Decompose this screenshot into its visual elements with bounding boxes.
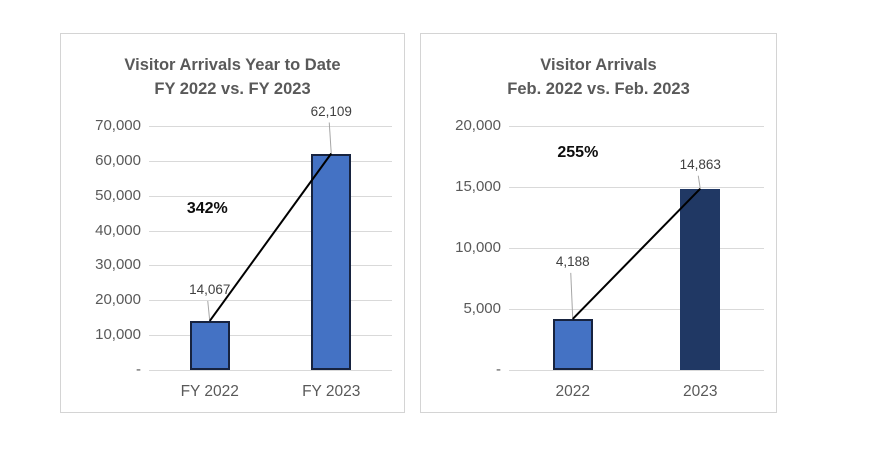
plot-area: 20,000 15,000 10,000 5,000 - 4,188 2022 14,863 2… [455,117,764,400]
y-tick-label: 70,000 [95,117,141,134]
chart-panel-ytd: Visitor Arrivals Year to Date FY 2022 vs… [60,33,405,413]
gridline [149,370,392,371]
y-tick-label: - [496,361,501,378]
gridline [149,230,392,232]
gridline [149,265,392,267]
gridline [509,370,764,371]
chart-overlay [207,122,333,322]
x-axis-label: 2023 [683,383,718,400]
percent-change-label: 342% [186,199,228,217]
x-axis-label: FY 2022 [180,383,239,400]
gridline [149,195,392,197]
gridline [509,248,764,249]
leader-line [207,300,211,322]
y-tick-label: 20,000 [455,117,501,134]
y-tick-label: 5,000 [463,300,501,317]
leader-line [328,122,332,154]
percent-change-label: 255% [557,143,599,161]
y-tick-label: - [136,361,141,378]
plot-area: 70,000 60,000 50,000 40,000 30,000 20,000 10,0… [95,104,392,400]
chart-title-line1: Visitor Arrivals Year to Date [124,56,341,74]
leader-line [570,272,574,319]
bar-value-label: 62,109 [310,103,352,119]
gridline [149,300,392,302]
x-axis-label: 2022 [555,383,590,400]
bar-value-label: 4,188 [555,253,590,269]
gridline [509,309,764,310]
y-tick-label: 10,000 [95,326,141,344]
gridline [149,160,392,162]
bar-2023 [680,188,721,370]
y-tick-label: 50,000 [95,186,141,204]
bar-2022 [552,318,593,370]
bar-fy-2022 [189,320,230,370]
gridline [149,126,392,127]
chart-title-line2: FY 2022 vs. FY 2023 [154,79,311,98]
x-axis-label: FY 2023 [302,383,361,400]
gridline [509,126,764,127]
y-tick-label: 60,000 [95,151,141,169]
chart-panel-feb: Visitor Arrivals Feb. 2022 vs. Feb. 2023… [420,33,777,413]
y-tick-label: 15,000 [455,178,501,195]
y-tick-label: 30,000 [95,256,141,274]
bar-fy-2023 [311,153,352,370]
chart-title-line1: Visitor Arrivals [540,56,657,74]
y-tick-label: 40,000 [95,221,141,239]
y-tick-label: 10,000 [455,239,501,256]
gridline [509,187,764,188]
y-tick-label: 20,000 [95,291,141,309]
gridline [149,335,392,337]
chart-title: Visitor Arrivals Year to Date FY 2022 vs… [61,54,404,102]
chart-title-line2: Feb. 2022 vs. Feb. 2023 [507,79,690,98]
bar-value-label: 14,067 [189,281,231,297]
bar-value-label: 14,863 [679,156,721,172]
chart-title: Visitor Arrivals Feb. 2022 vs. Feb. 2023 [421,54,776,102]
